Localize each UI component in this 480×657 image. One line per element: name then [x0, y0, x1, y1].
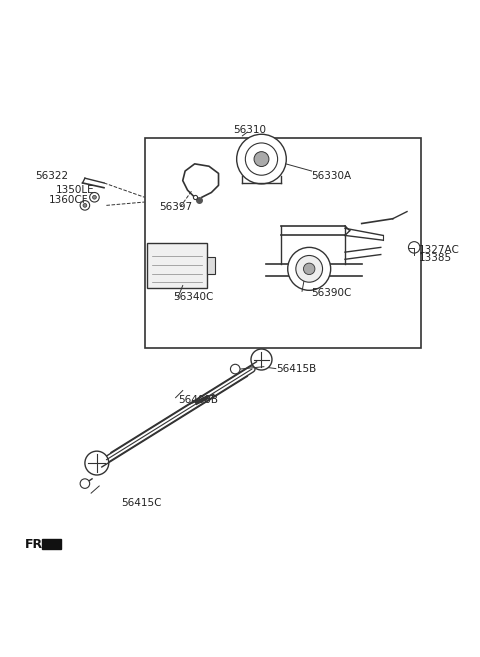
- Text: 56400B: 56400B: [178, 395, 218, 405]
- Circle shape: [237, 134, 286, 184]
- Circle shape: [90, 193, 99, 202]
- Circle shape: [80, 200, 90, 210]
- Circle shape: [254, 152, 269, 166]
- Circle shape: [296, 256, 323, 283]
- Text: 56415B: 56415B: [276, 364, 316, 374]
- Circle shape: [303, 263, 315, 275]
- FancyArrow shape: [42, 539, 61, 549]
- Circle shape: [85, 451, 109, 475]
- Text: 56390C: 56390C: [312, 288, 352, 298]
- Text: 56310: 56310: [233, 125, 266, 135]
- Text: 56330A: 56330A: [312, 171, 352, 181]
- Circle shape: [288, 248, 331, 290]
- FancyBboxPatch shape: [206, 257, 215, 274]
- Text: 13385: 13385: [419, 254, 452, 263]
- Text: 56340C: 56340C: [173, 292, 214, 302]
- Circle shape: [245, 143, 277, 175]
- Circle shape: [230, 364, 240, 374]
- Text: 1327AC: 1327AC: [419, 245, 460, 255]
- FancyBboxPatch shape: [147, 242, 206, 288]
- Text: FR.: FR.: [25, 537, 48, 551]
- Text: 56397: 56397: [159, 202, 192, 212]
- Text: 1350LE: 1350LE: [56, 185, 95, 195]
- Text: 1360CF: 1360CF: [49, 194, 89, 204]
- Text: 56415C: 56415C: [120, 498, 161, 508]
- Circle shape: [80, 479, 90, 488]
- Circle shape: [93, 195, 96, 199]
- Text: 56322: 56322: [35, 171, 68, 181]
- Circle shape: [83, 204, 87, 208]
- Circle shape: [251, 349, 272, 370]
- Circle shape: [408, 242, 420, 253]
